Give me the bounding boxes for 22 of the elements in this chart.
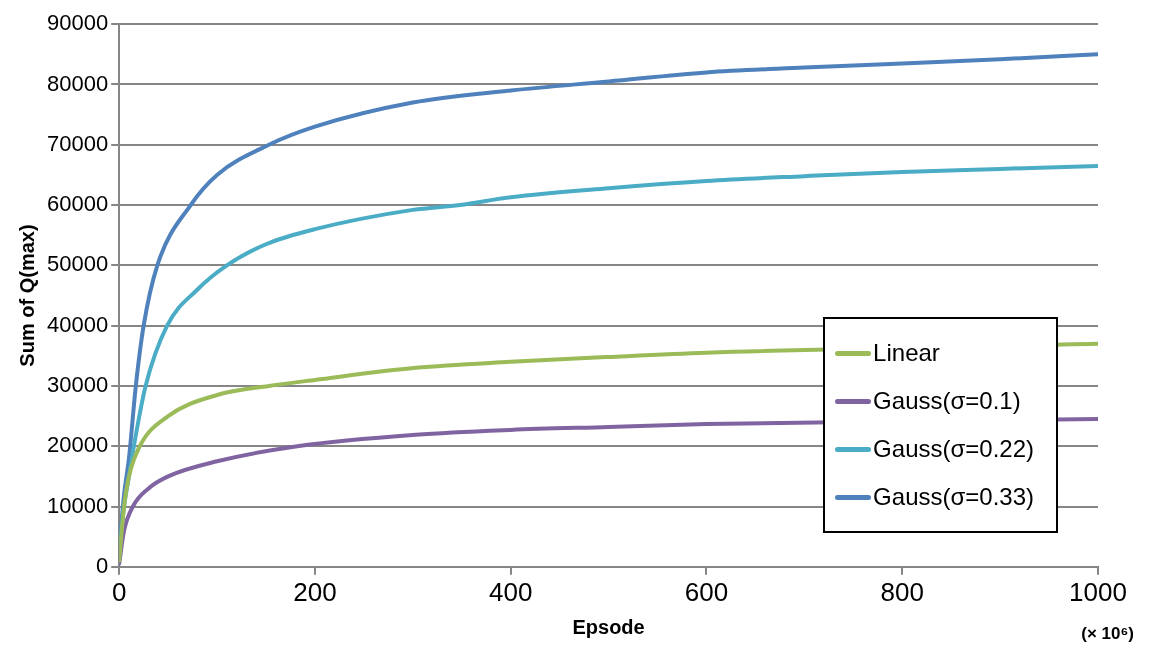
x-tick-label: 400 bbox=[489, 576, 533, 607]
y-tick-label: 10000 bbox=[46, 492, 109, 518]
y-tick-label: 90000 bbox=[46, 10, 109, 36]
y-tick-label: 60000 bbox=[46, 191, 109, 217]
y-tick-label: 30000 bbox=[46, 372, 109, 397]
legend-label: Gauss(σ=0.33) bbox=[873, 483, 1034, 511]
y-axis-title: Sum of Q(max) bbox=[15, 224, 38, 367]
y-tick-label: 40000 bbox=[46, 311, 109, 337]
x-tick-label: 800 bbox=[880, 576, 924, 607]
text: (× 10⁶) bbox=[1081, 624, 1134, 644]
y-tick-label: 20000 bbox=[46, 432, 109, 458]
y-tick-label: 70000 bbox=[46, 130, 109, 156]
x-axis-title: Epsode bbox=[572, 615, 645, 638]
x-tick-label: 1000 bbox=[1069, 576, 1127, 607]
y-tick-label: 80000 bbox=[46, 70, 109, 96]
x-tick-label: 200 bbox=[293, 576, 337, 607]
legend-label: Linear bbox=[873, 339, 940, 367]
x-tick-label: 600 bbox=[684, 576, 729, 607]
y-tick-label: 50000 bbox=[46, 251, 109, 277]
y-tick-label: 0 bbox=[95, 552, 109, 578]
legend-label: Gauss(σ=0.1) bbox=[873, 387, 1021, 415]
legend-label: Gauss(σ=0.22) bbox=[873, 435, 1034, 463]
